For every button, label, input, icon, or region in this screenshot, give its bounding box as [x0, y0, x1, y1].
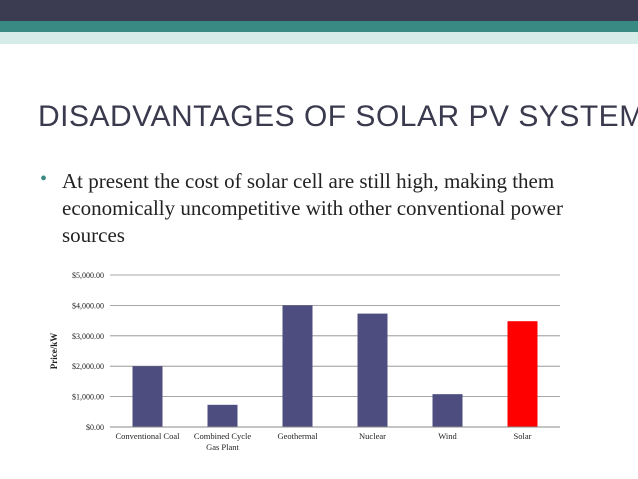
x-tick-label: Wind: [438, 431, 457, 441]
bar-chart: $0.00 $1,000.00 $2,000.00 $3,000.00 $4,000.0…: [49, 271, 560, 452]
bar: [357, 313, 388, 427]
y-tick-label: $3,000.00: [72, 332, 104, 341]
x-axis-ticks: Conventional Coal Combined Cycle Gas Plant…: [116, 431, 532, 452]
y-axis-label: Price/kW: [49, 333, 59, 370]
bullet-text: At present the cost of solar cell are st…: [62, 169, 563, 247]
y-tick-label: $5,000.00: [72, 271, 104, 280]
header-band-dark: [0, 0, 638, 21]
chart-bars: [132, 305, 538, 427]
x-tick-label: Conventional Coal: [116, 431, 181, 441]
header-band-teal: [0, 21, 638, 32]
bar: [132, 366, 163, 427]
slide-title: DISADVANTAGES OF SOLAR PV SYSTEM: [38, 100, 638, 133]
x-tick-label: Geothermal: [277, 431, 318, 441]
y-tick-label: $2,000.00: [72, 362, 104, 371]
y-tick-label: $4,000.00: [72, 301, 104, 310]
header-band-light: [0, 32, 638, 44]
bullet-dot-icon: •: [40, 168, 48, 190]
chart-gridlines: [110, 274, 560, 398]
bar: [207, 404, 238, 427]
bar: [282, 305, 313, 427]
bar: [432, 394, 463, 427]
x-tick-label: Nuclear: [359, 431, 386, 441]
bullet-item: • At present the cost of solar cell are …: [40, 168, 600, 249]
y-axis-ticks: $0.00 $1,000.00 $2,000.00 $3,000.00 $4,000.0…: [72, 271, 104, 432]
x-tick-label: Combined Cycle Gas Plant: [194, 431, 252, 452]
y-tick-label: $1,000.00: [72, 393, 104, 402]
bar: [507, 321, 538, 427]
y-tick-label: $0.00: [86, 423, 104, 432]
x-tick-label: Solar: [514, 431, 532, 441]
